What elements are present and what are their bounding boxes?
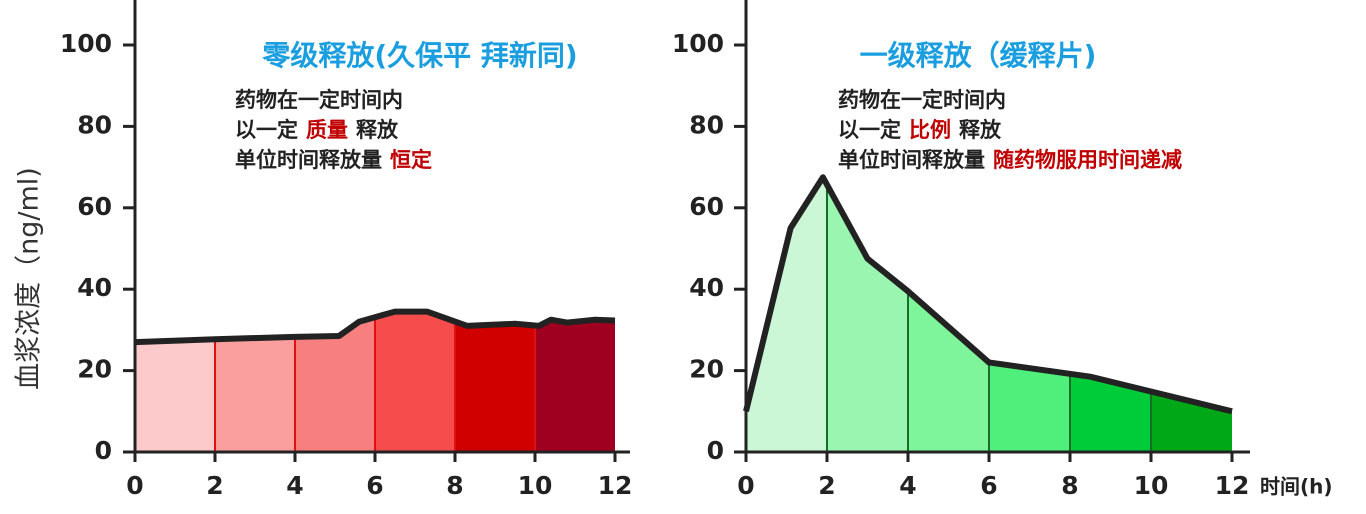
annotation-text: 单位时间释放量 (235, 148, 382, 172)
area-band (295, 317, 375, 452)
x-tick-label: 2 (206, 471, 223, 500)
y-tick-label: 100 (672, 29, 724, 58)
annotation-text: 药物在一定时间内 (235, 88, 403, 112)
line (743, 174, 1233, 415)
y-tick-label: 60 (77, 192, 112, 221)
area-band (827, 184, 908, 453)
area-band (215, 336, 295, 452)
annotation: 以一定 质量 释放 (235, 118, 399, 142)
y-tick-label: 80 (77, 110, 112, 139)
area-band (375, 311, 455, 452)
y-tick-label: 40 (689, 273, 724, 302)
area-band (135, 339, 215, 452)
x-tick-label: 0 (737, 471, 754, 500)
y-tick-label: 60 (689, 192, 724, 221)
area-band (455, 321, 535, 452)
annotation: 以一定 比例 释放 (838, 118, 1002, 142)
annotation: 单位时间释放量 随药物服用时间递减 (838, 148, 1182, 172)
y-tick-label: 0 (707, 436, 724, 465)
annotation: 单位时间释放量 恒定 (235, 148, 432, 172)
x-tick-label: 0 (126, 471, 143, 500)
x-tick-label: 8 (1061, 471, 1078, 500)
annotation-highlight: 随药物服用时间递减 (993, 148, 1182, 172)
annotation-text: 以一定 (838, 118, 901, 142)
x-tick-label: 4 (286, 471, 303, 500)
y-axis-label: 血浆浓度（ng/ml) (14, 167, 45, 390)
annotation-text: 释放 (959, 118, 1002, 142)
annotation-text: 以一定 (235, 118, 298, 142)
x-tick-label: 12 (1215, 471, 1250, 500)
annotation-text: 释放 (356, 118, 399, 142)
y-tick-label: 40 (77, 273, 112, 302)
x-tick-label: 6 (366, 471, 383, 500)
x-tick-label: 6 (980, 471, 997, 500)
x-tick-label: 10 (518, 471, 553, 500)
annotation-highlight: 比例 (909, 118, 951, 142)
x-tick-label: 8 (446, 471, 463, 500)
x-tick-label: 12 (598, 471, 633, 500)
annotation-highlight: 恒定 (390, 148, 432, 172)
line (134, 308, 616, 346)
area-band (1070, 373, 1151, 452)
area-band (746, 177, 827, 452)
annotation-highlight: 质量 (306, 118, 348, 142)
y-tick-label: 20 (77, 355, 112, 384)
x-tick-label: 4 (899, 471, 916, 500)
y-tick-label: 0 (95, 436, 112, 465)
annotation: 药物在一定时间内 (838, 88, 1006, 112)
area-band (908, 291, 989, 452)
annotation-text: 药物在一定时间内 (838, 88, 1006, 112)
x-tick-label: 10 (1134, 471, 1169, 500)
annotation-text: 单位时间释放量 (838, 148, 985, 172)
x-tick-label: 2 (818, 471, 835, 500)
area-band (989, 362, 1070, 452)
y-tick-label: 100 (60, 29, 112, 58)
annotation: 药物在一定时间内 (235, 88, 403, 112)
panel-title: 一级释放（缓释片) (860, 39, 1097, 72)
x-axis-label: 时间(h) (1260, 475, 1333, 499)
y-tick-label: 80 (689, 110, 724, 139)
area-band (535, 319, 615, 452)
y-tick-label: 20 (689, 355, 724, 384)
panel-title: 零级释放(久保平 拜新同) (262, 39, 577, 72)
